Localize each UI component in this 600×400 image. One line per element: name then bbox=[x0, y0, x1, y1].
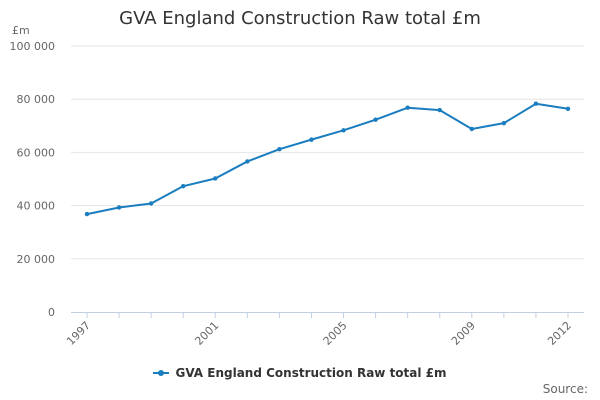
data-point[interactable] bbox=[437, 107, 442, 113]
data-point[interactable] bbox=[309, 137, 314, 142]
data-point[interactable] bbox=[373, 117, 378, 122]
chart-title: GVA England Construction Raw total £m bbox=[119, 8, 481, 29]
data-point[interactable] bbox=[501, 120, 507, 126]
data-point[interactable] bbox=[116, 205, 122, 210]
y-tick-label: 80 000 bbox=[17, 93, 56, 106]
data-point[interactable] bbox=[213, 176, 218, 181]
series-line bbox=[86, 102, 569, 216]
x-tick-label: 2005 bbox=[321, 319, 350, 348]
legend-label: GVA England Construction Raw total £m bbox=[175, 366, 447, 380]
data-point[interactable] bbox=[84, 211, 90, 217]
data-point[interactable] bbox=[533, 101, 539, 106]
data-point[interactable] bbox=[405, 105, 410, 110]
y-tick-label: 60 000 bbox=[17, 146, 56, 159]
data-point[interactable] bbox=[277, 147, 282, 152]
x-tick-label: 2012 bbox=[545, 319, 574, 348]
y-tick-label: 100 000 bbox=[10, 40, 56, 53]
data-point[interactable] bbox=[341, 128, 346, 133]
series-layer bbox=[84, 101, 571, 217]
x-tick-label: 1997 bbox=[64, 319, 93, 348]
data-point[interactable] bbox=[245, 159, 250, 164]
x-tick-label: 2009 bbox=[449, 319, 478, 348]
legend-swatch bbox=[153, 368, 170, 378]
axes: 0 20 000 40 000 60 000 80 000 100 000 1997 2001… bbox=[10, 40, 584, 348]
y-tick-label: 20 000 bbox=[17, 253, 56, 266]
source-label: Source: bbox=[542, 382, 588, 396]
legend[interactable]: GVA England Construction Raw total £m bbox=[0, 366, 600, 380]
y-tick-label: 0 bbox=[48, 306, 55, 319]
y-tick-label: 40 000 bbox=[17, 200, 56, 213]
data-point[interactable] bbox=[148, 201, 154, 206]
data-point[interactable] bbox=[565, 106, 571, 111]
gridlines bbox=[71, 45, 584, 260]
x-tick-label: 2001 bbox=[192, 319, 221, 348]
data-point[interactable] bbox=[181, 183, 186, 189]
y-axis-unit-label: £m bbox=[12, 24, 30, 37]
data-point[interactable] bbox=[469, 126, 474, 132]
